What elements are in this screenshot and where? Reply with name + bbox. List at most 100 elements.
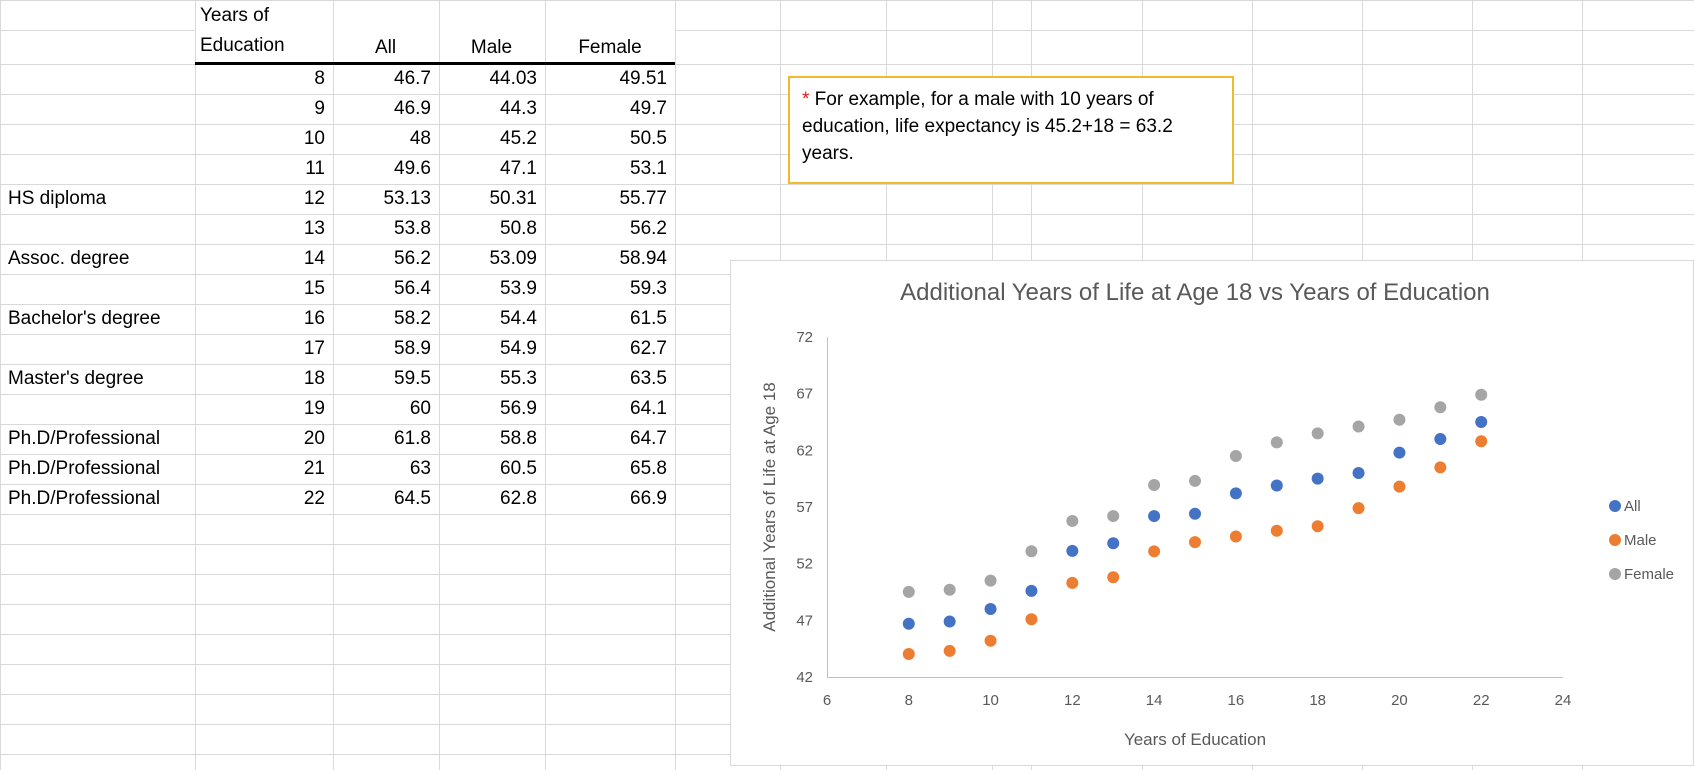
cell-all[interactable]: 56.2: [394, 248, 431, 269]
data-point[interactable]: [1229, 530, 1242, 543]
cell-all[interactable]: 60: [409, 398, 431, 419]
data-point[interactable]: [1107, 571, 1120, 584]
data-point[interactable]: [943, 583, 956, 596]
cell-male[interactable]: 54.4: [500, 308, 537, 329]
cell-all[interactable]: 49.6: [394, 158, 431, 179]
cell-male[interactable]: 47.1: [500, 158, 537, 179]
data-point[interactable]: [943, 615, 956, 628]
cell-years[interactable]: 20: [303, 428, 325, 449]
cell-male[interactable]: 53.09: [489, 248, 537, 269]
data-point[interactable]: [1025, 584, 1038, 597]
data-point[interactable]: [1148, 510, 1161, 523]
data-point[interactable]: [1475, 388, 1488, 401]
data-point[interactable]: [1352, 420, 1365, 433]
cell-male[interactable]: 58.8: [500, 428, 537, 449]
cell-years[interactable]: 11: [305, 158, 325, 179]
row-label[interactable]: Ph.D/Professional: [8, 428, 161, 449]
row-label[interactable]: HS diploma: [8, 188, 107, 209]
data-point[interactable]: [1107, 537, 1120, 550]
data-point[interactable]: [1393, 480, 1406, 493]
data-point[interactable]: [1393, 413, 1406, 426]
cell-years[interactable]: 12: [303, 188, 325, 209]
cell-female[interactable]: 50.5: [630, 128, 667, 149]
row-label[interactable]: Master's degree: [8, 368, 144, 389]
cell-all[interactable]: 46.7: [394, 68, 431, 89]
cell-male[interactable]: 45.2: [500, 128, 537, 149]
data-point[interactable]: [1189, 507, 1201, 520]
cell-years[interactable]: 8: [314, 68, 325, 89]
data-point[interactable]: [1270, 479, 1283, 492]
data-point[interactable]: [1025, 545, 1038, 558]
data-point[interactable]: [1066, 544, 1079, 557]
cell-female[interactable]: 63.5: [630, 368, 667, 389]
data-point[interactable]: [1311, 427, 1324, 440]
cell-male[interactable]: 50.8: [500, 218, 537, 239]
row-label[interactable]: Assoc. degree: [8, 248, 130, 269]
cell-female[interactable]: 53.1: [630, 158, 667, 179]
data-point[interactable]: [984, 634, 997, 647]
cell-all[interactable]: 63: [409, 458, 431, 479]
cell-male[interactable]: 50.31: [489, 188, 537, 209]
cell-all[interactable]: 64.5: [394, 488, 431, 509]
cell-years[interactable]: 10: [303, 128, 325, 149]
data-point[interactable]: [1066, 576, 1079, 589]
cell-years[interactable]: 17: [303, 338, 325, 359]
cell-all[interactable]: 53.13: [383, 188, 431, 209]
data-point[interactable]: [1311, 520, 1324, 533]
scatter-chart[interactable]: Additional Years of Life at Age 18 vs Ye…: [730, 260, 1694, 766]
data-point[interactable]: [1189, 536, 1201, 549]
cell-all[interactable]: 48: [409, 128, 431, 149]
cell-male[interactable]: 56.9: [500, 398, 537, 419]
data-point[interactable]: [943, 644, 956, 657]
cell-female[interactable]: 58.94: [619, 248, 667, 269]
cell-male[interactable]: 53.9: [500, 278, 537, 299]
cell-male[interactable]: 44.03: [489, 68, 537, 89]
cell-male[interactable]: 55.3: [500, 368, 537, 389]
cell-years[interactable]: 14: [303, 248, 325, 269]
cell-all[interactable]: 58.9: [394, 338, 431, 359]
data-point[interactable]: [1229, 450, 1242, 462]
cell-all[interactable]: 58.2: [394, 308, 431, 329]
data-point[interactable]: [1434, 461, 1447, 474]
data-point[interactable]: [1352, 502, 1365, 515]
data-point[interactable]: [1434, 433, 1447, 445]
cell-female[interactable]: 62.7: [630, 338, 667, 359]
data-point[interactable]: [1025, 613, 1038, 626]
row-label[interactable]: Bachelor's degree: [8, 308, 161, 329]
example-note[interactable]: * For example, for a male with 10 years …: [788, 76, 1234, 184]
data-point[interactable]: [1475, 416, 1488, 428]
cell-female[interactable]: 61.5: [630, 308, 667, 329]
data-point[interactable]: [902, 617, 915, 630]
data-point[interactable]: [984, 603, 997, 615]
cell-all[interactable]: 53.8: [394, 218, 431, 239]
data-point[interactable]: [1475, 435, 1488, 448]
cell-years[interactable]: 18: [303, 368, 325, 389]
data-point[interactable]: [902, 585, 915, 598]
cell-years[interactable]: 9: [314, 98, 325, 119]
data-point[interactable]: [1311, 472, 1324, 485]
data-point[interactable]: [1148, 545, 1161, 558]
data-point[interactable]: [902, 647, 915, 660]
cell-female[interactable]: 56.2: [630, 218, 667, 239]
data-point[interactable]: [1270, 524, 1283, 537]
cell-years[interactable]: 19: [303, 398, 325, 419]
data-point[interactable]: [1107, 510, 1120, 523]
data-point[interactable]: [1148, 479, 1161, 492]
row-label[interactable]: Ph.D/Professional: [8, 458, 161, 479]
data-point[interactable]: [1189, 474, 1201, 487]
cell-female[interactable]: 49.51: [619, 68, 667, 89]
cell-all[interactable]: 59.5: [394, 368, 431, 389]
cell-years[interactable]: 21: [303, 458, 325, 479]
cell-years[interactable]: 13: [303, 218, 325, 239]
data-point[interactable]: [984, 574, 997, 587]
cell-female[interactable]: 55.77: [619, 188, 667, 209]
cell-male[interactable]: 44.3: [500, 98, 537, 119]
data-point[interactable]: [1434, 401, 1447, 414]
data-point[interactable]: [1393, 446, 1406, 459]
cell-female[interactable]: 59.3: [630, 278, 667, 299]
cell-male[interactable]: 62.8: [500, 488, 537, 509]
data-point[interactable]: [1270, 436, 1283, 449]
cell-all[interactable]: 56.4: [394, 278, 431, 299]
cell-female[interactable]: 49.7: [630, 98, 667, 119]
cell-female[interactable]: 66.9: [630, 488, 667, 509]
